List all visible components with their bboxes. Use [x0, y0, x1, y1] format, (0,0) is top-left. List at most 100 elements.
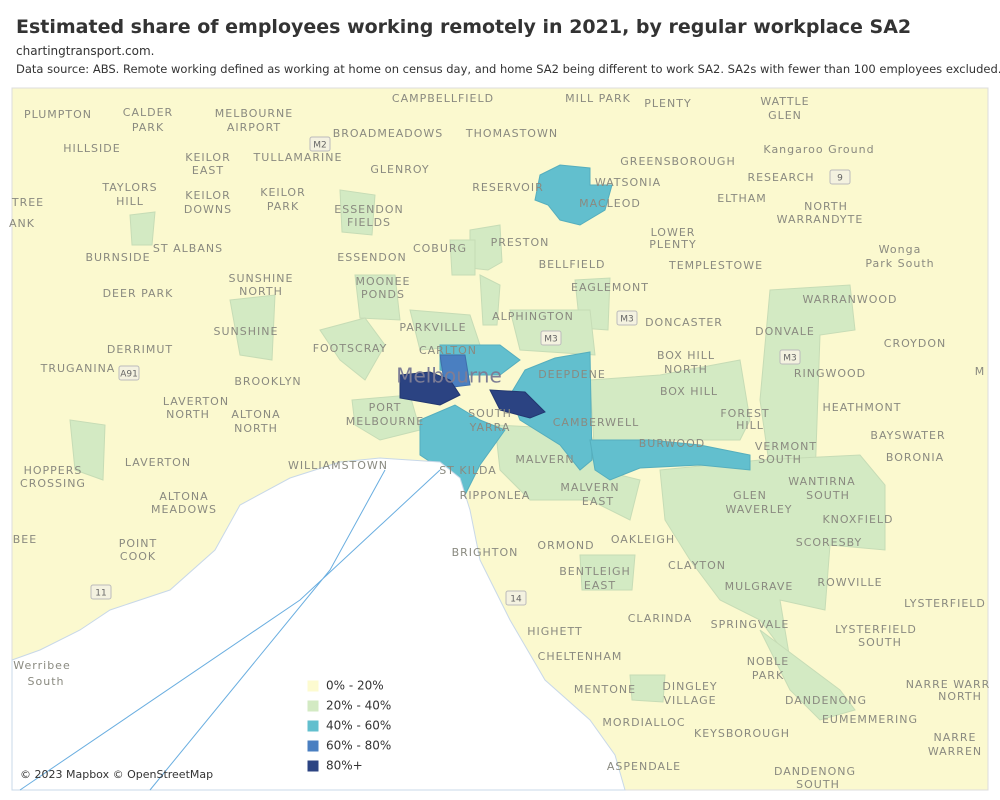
legend-swatch: [306, 699, 320, 713]
road-shield-label: 9: [837, 174, 843, 184]
source: Data source: ABS. Remote working defined…: [16, 62, 1000, 76]
place-label: KEILOR: [260, 186, 305, 199]
region: [339, 189, 376, 236]
place-label: FOOTSCRAY: [313, 342, 388, 355]
place-label: KEILOR: [185, 151, 230, 164]
place-label: DERRIMUT: [107, 343, 173, 356]
region: [479, 274, 501, 326]
place-label: RINGWOOD: [794, 367, 866, 380]
place-label: DEEPDENE: [538, 368, 606, 381]
region: [449, 239, 476, 276]
place-label: NOBLE: [747, 655, 790, 668]
place-label: HILL: [116, 195, 144, 208]
place-label: BAYSWATER: [870, 429, 945, 442]
place-label: CARLTON: [419, 344, 477, 357]
place-label: GLEN: [733, 489, 767, 502]
place-label: YARRA: [469, 421, 511, 434]
place-label: South: [28, 675, 65, 688]
place-label: ESSENDON: [334, 203, 403, 216]
place-label: ALTONA: [231, 408, 280, 421]
place-label: OAKLEIGH: [611, 533, 675, 546]
place-label: COOK: [120, 550, 156, 563]
place-label: PONDS: [361, 288, 405, 301]
region: [69, 419, 106, 481]
place-label: DINGLEY: [662, 680, 717, 693]
road-shield-label: M3: [544, 335, 558, 345]
place-label: TREE: [11, 196, 44, 209]
region: [319, 317, 386, 381]
place-label: BEE: [13, 533, 37, 546]
place-label: MALVERN: [515, 453, 574, 466]
region: [534, 164, 613, 226]
place-label: PLUMPTON: [24, 108, 92, 121]
place-label: ALPHINGTON: [492, 310, 574, 323]
place-label: EAST: [582, 495, 614, 508]
region: [629, 674, 666, 703]
place-label: LOWER: [651, 226, 696, 239]
place-label: SOUTH: [796, 778, 840, 791]
road-shield: [540, 330, 562, 346]
place-label: HEATHMONT: [823, 401, 902, 414]
place-label: SCORESBY: [796, 536, 863, 549]
region: [129, 211, 156, 246]
place-label: TEMPLESTOWE: [668, 259, 763, 272]
place-label: CROYDON: [884, 337, 946, 350]
place-label: NORTH: [938, 690, 982, 703]
place-label: ORMOND: [537, 539, 594, 552]
place-label: ST ALBANS: [153, 242, 223, 255]
place-label: WAVERLEY: [725, 503, 792, 516]
road-shield: [309, 136, 331, 152]
place-label: NORTH: [166, 408, 210, 421]
place-label: RIPPONLEA: [460, 489, 531, 502]
place-label: SUNSHINE: [229, 272, 294, 285]
place-label: NARRE: [934, 731, 977, 744]
region: [659, 454, 886, 661]
place-label: PARK: [132, 121, 164, 134]
place-label: PARKVILLE: [399, 321, 466, 334]
place-label: PARK: [267, 200, 299, 213]
legend-swatch: [306, 679, 320, 693]
place-label: LYSTERFIELD: [835, 623, 917, 636]
legend-swatch: [306, 719, 320, 733]
place-label: ELTHAM: [717, 192, 767, 205]
place-label: BRIGHTON: [452, 546, 519, 559]
place-label: WARREN: [928, 745, 982, 758]
place-label: Werribee: [13, 659, 70, 672]
place-label: ESSENDON: [337, 251, 406, 264]
road-shield: [505, 590, 527, 606]
place-label: EAST: [192, 164, 224, 177]
place-label: Wonga: [879, 243, 922, 256]
place-label: BURWOOD: [639, 437, 705, 450]
place-label: KEILOR: [185, 189, 230, 202]
place-label: RESEARCH: [747, 171, 814, 184]
place-label: MEADOWS: [151, 503, 217, 516]
place-label: NORTH: [804, 200, 848, 213]
place-label: BENTLEIGH: [559, 565, 631, 578]
place-label: WANTIRNA: [788, 475, 855, 488]
place-label: KEYSBOROUGH: [694, 727, 790, 740]
place-label: SOUTH: [758, 453, 802, 466]
place-label: BELLFIELD: [539, 258, 606, 271]
place-label: GLENROY: [370, 163, 429, 176]
place-labels: CAMPBELLFIELD MILL PARK PLENTY WATTLEGLENPL…: [9, 92, 989, 791]
place-label: GREENSBOROUGH: [620, 155, 735, 168]
road-shield-label: M3: [783, 354, 797, 364]
place-label: ANK: [9, 217, 35, 230]
place-label: BURNSIDE: [85, 251, 150, 264]
place-label: DONCASTER: [645, 316, 723, 329]
legend-swatch: [306, 759, 320, 773]
place-label: EAGLEMONT: [571, 281, 649, 294]
road-shield: [118, 365, 140, 381]
region: [589, 439, 751, 481]
road-shield: [90, 584, 112, 600]
place-label: SUNSHINE: [214, 325, 279, 338]
place-label: ST KILDA: [439, 464, 497, 477]
legend-swatch: [306, 739, 320, 753]
region: [229, 294, 276, 361]
regions-20-40: [69, 189, 886, 721]
place-label: VILLAGE: [663, 694, 716, 707]
place-label: BORONIA: [886, 451, 944, 464]
place-label: TULLAMARINE: [253, 151, 343, 164]
place-label: CLAYTON: [668, 559, 726, 572]
